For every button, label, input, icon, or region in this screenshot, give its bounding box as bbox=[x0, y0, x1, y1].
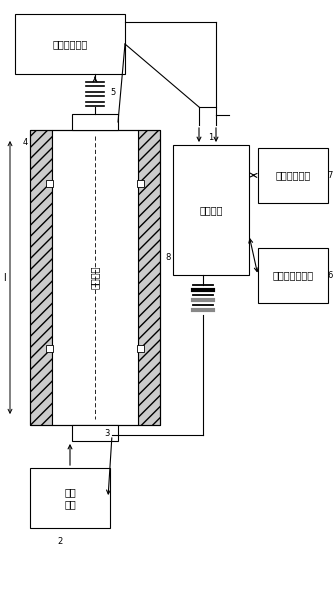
Text: 8: 8 bbox=[165, 253, 171, 262]
Text: l: l bbox=[4, 272, 6, 282]
Bar bbox=[137, 345, 144, 352]
Text: 1: 1 bbox=[208, 133, 214, 141]
Bar bbox=[46, 180, 53, 187]
Bar bbox=[30, 130, 52, 425]
Text: 通信接口单元: 通信接口单元 bbox=[276, 170, 310, 181]
Bar bbox=[46, 345, 53, 352]
Bar bbox=[30, 130, 160, 425]
Bar bbox=[30, 468, 110, 528]
Bar bbox=[258, 148, 328, 203]
Bar bbox=[72, 425, 118, 441]
Bar bbox=[15, 14, 125, 74]
Bar bbox=[173, 145, 249, 275]
Bar bbox=[137, 180, 144, 187]
Text: 2: 2 bbox=[57, 538, 62, 546]
Bar bbox=[258, 248, 328, 303]
Text: 微机单元: 微机单元 bbox=[199, 205, 223, 215]
Text: 信号处理单元: 信号处理单元 bbox=[52, 39, 88, 49]
Text: 3: 3 bbox=[104, 429, 110, 437]
Bar bbox=[138, 130, 160, 425]
Text: 被测气体: 被测气体 bbox=[90, 266, 100, 289]
Text: 7: 7 bbox=[327, 171, 333, 180]
Text: 4: 4 bbox=[23, 137, 28, 146]
Text: 5: 5 bbox=[110, 88, 116, 96]
Text: 6: 6 bbox=[327, 271, 333, 280]
Text: 温度传感器模块: 温度传感器模块 bbox=[272, 271, 313, 281]
Text: 驱动
单元: 驱动 单元 bbox=[64, 487, 76, 509]
Bar bbox=[52, 130, 138, 425]
Bar bbox=[72, 114, 118, 130]
